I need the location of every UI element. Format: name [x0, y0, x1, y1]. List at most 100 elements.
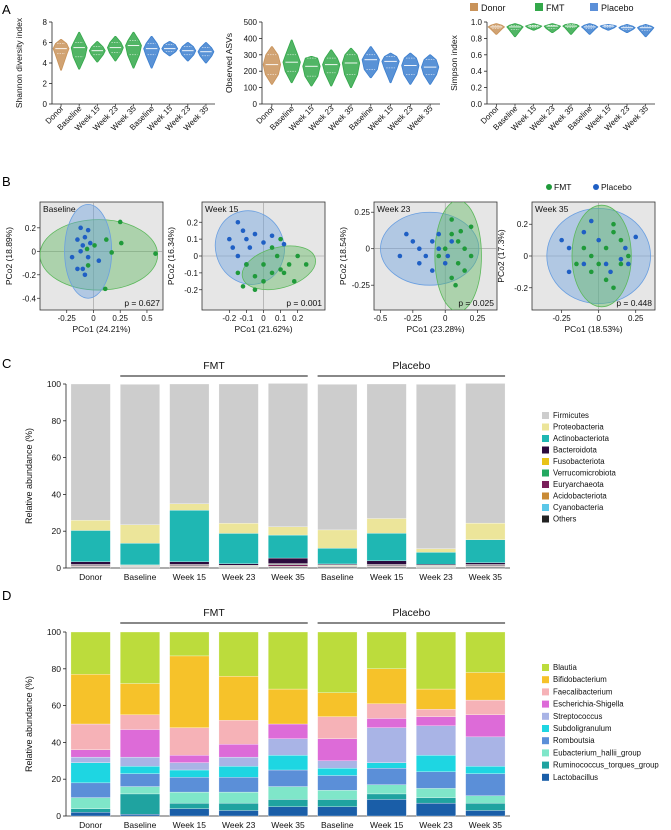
panel-label-d: D	[2, 588, 11, 603]
point-placebo	[581, 261, 587, 267]
bar-segment-faecalibacterium	[120, 714, 160, 730]
ellipse-fmt	[434, 202, 482, 310]
point-fmt	[252, 287, 258, 293]
scatter-chart-pcoa-week35: Week 35 p = 0.448 -0.25 0 0.25 -0.2 0 0.2 PCo1 (…	[496, 201, 656, 334]
legend-label: Lactobacillus	[553, 773, 598, 782]
point-placebo	[230, 245, 236, 250]
bar-segment-subdoligranulum	[169, 769, 210, 778]
point-fmt	[84, 246, 90, 252]
point-fmt	[611, 221, 616, 227]
stacked-bar-chart-genus: 0 20 40 60 80 100 Relative abundance (%) Donor B…	[24, 607, 659, 830]
point-fmt	[261, 262, 266, 267]
point-placebo	[281, 241, 287, 247]
violin-simpson-3	[543, 23, 561, 34]
bar-segment-escherichia-shigella	[169, 755, 210, 763]
x-tick-label: 0.25	[112, 314, 128, 323]
legend-swatch	[542, 700, 549, 708]
point-fmt	[244, 262, 249, 267]
bar-segment-eubacterium-hallii-group	[416, 788, 456, 798]
y-tick-label: 80	[52, 664, 62, 674]
point-placebo	[417, 260, 422, 266]
legend-swatch	[542, 712, 549, 720]
bar-segment-blautia	[169, 631, 210, 657]
point-fmt	[274, 253, 280, 259]
bar-segment-actinobacteriota	[70, 530, 111, 562]
point-fmt	[104, 237, 109, 242]
y-axis-label: Relative abundance (%)	[24, 428, 34, 524]
p-value: p = 0.627	[124, 298, 160, 308]
plot-area	[202, 202, 325, 310]
bar-segment-proteobacteria	[70, 520, 111, 531]
point-fmt	[102, 286, 108, 292]
point-fmt	[581, 245, 587, 251]
y-axis-label: PCo2 (17.3%)	[496, 229, 506, 283]
bar-segment-faecalibacterium	[70, 723, 111, 750]
point-placebo	[82, 234, 88, 240]
bar-segment-escherichia-shigella	[218, 744, 259, 758]
legend-label: Romboutsia	[553, 736, 595, 745]
bar-segment-actinobacteriota	[366, 533, 407, 561]
x-tick-label: Donor	[79, 572, 102, 582]
y-tick-label: -0.2	[22, 271, 36, 280]
y-tick-label: 300	[244, 51, 258, 60]
violin-asv-6	[381, 52, 400, 84]
y-tick-label: 100	[47, 627, 61, 637]
y-tick-label: 0.6	[471, 51, 483, 60]
legend-genus: Blautia Bifidobacterium Faecalibacterium Es…	[542, 663, 659, 782]
legend-label: FMT	[554, 182, 571, 192]
bar-segment-faecalibacterium	[366, 703, 407, 719]
bar-segment-actinobacteriota	[120, 543, 160, 566]
y-tick-label: 0.2	[517, 220, 529, 229]
y-tick-label: -0.2	[514, 284, 528, 293]
legend-swatch	[542, 773, 549, 781]
y-tick-label: -0.1	[184, 269, 198, 278]
violin-shannon-7	[179, 42, 197, 62]
bar-segment-ruminococcus-torques-group	[120, 793, 160, 815]
legend-label: Bacteroidota	[553, 446, 597, 455]
point-placebo	[417, 246, 422, 252]
y-axis-label: Relative abundance (%)	[24, 676, 34, 772]
bar-segment-blautia	[218, 631, 259, 677]
x-tick-label: 0.25	[470, 314, 486, 323]
legend-label: Fusobacteriota	[553, 457, 605, 466]
legend-label: Ruminococcus_torques_group	[553, 761, 659, 770]
legend-label: Faecalibacterium	[553, 687, 612, 696]
legend-dot-placebo	[593, 184, 599, 190]
y-tick-label: 6	[43, 39, 48, 48]
violin-shannon-5	[143, 35, 160, 69]
x-tick-label: Week 23	[419, 572, 453, 582]
bar-segment-eubacterium-hallii-group	[120, 786, 160, 795]
violin-simpson-5	[581, 23, 599, 35]
bar-segment-subdoligranulum	[218, 766, 259, 778]
legend-swatch	[542, 725, 549, 732]
violin-simpson-8	[637, 24, 655, 38]
y-tick-label: 0.4	[471, 67, 483, 76]
legend-label: FMT	[546, 3, 565, 13]
x-axis-label: PCo1 (24.21%)	[72, 324, 130, 334]
bar-segment-bifidobacterium	[416, 688, 456, 710]
bar-segment-proteobacteria	[169, 503, 210, 511]
point-fmt	[453, 282, 458, 288]
y-tick-label: 0.2	[25, 224, 37, 233]
point-fmt	[468, 224, 474, 230]
bar-segment-streptococcus	[366, 727, 407, 763]
legend-swatch	[542, 492, 549, 500]
point-placebo	[559, 237, 564, 243]
legend-dot-fmt	[546, 184, 552, 190]
x-tick-label: Baseline	[124, 572, 157, 582]
y-tick-label: 400	[244, 34, 258, 43]
bar-segment-ruminococcus-torques-group	[268, 799, 308, 807]
point-placebo	[261, 240, 266, 245]
point-fmt	[455, 260, 461, 266]
legend-phylum: Firmicutes Proteobacteria Actinobacteriota…	[542, 411, 616, 524]
bar-segment-faecalibacterium	[416, 709, 456, 717]
x-tick-label: Week 23	[222, 572, 256, 582]
bar-segment-lactobacillus	[120, 814, 160, 817]
point-fmt	[278, 267, 283, 272]
point-placebo	[410, 239, 416, 244]
bar-segment-firmicutes	[268, 383, 308, 527]
point-fmt	[281, 270, 287, 276]
point-placebo	[227, 236, 232, 242]
point-placebo	[566, 269, 572, 275]
